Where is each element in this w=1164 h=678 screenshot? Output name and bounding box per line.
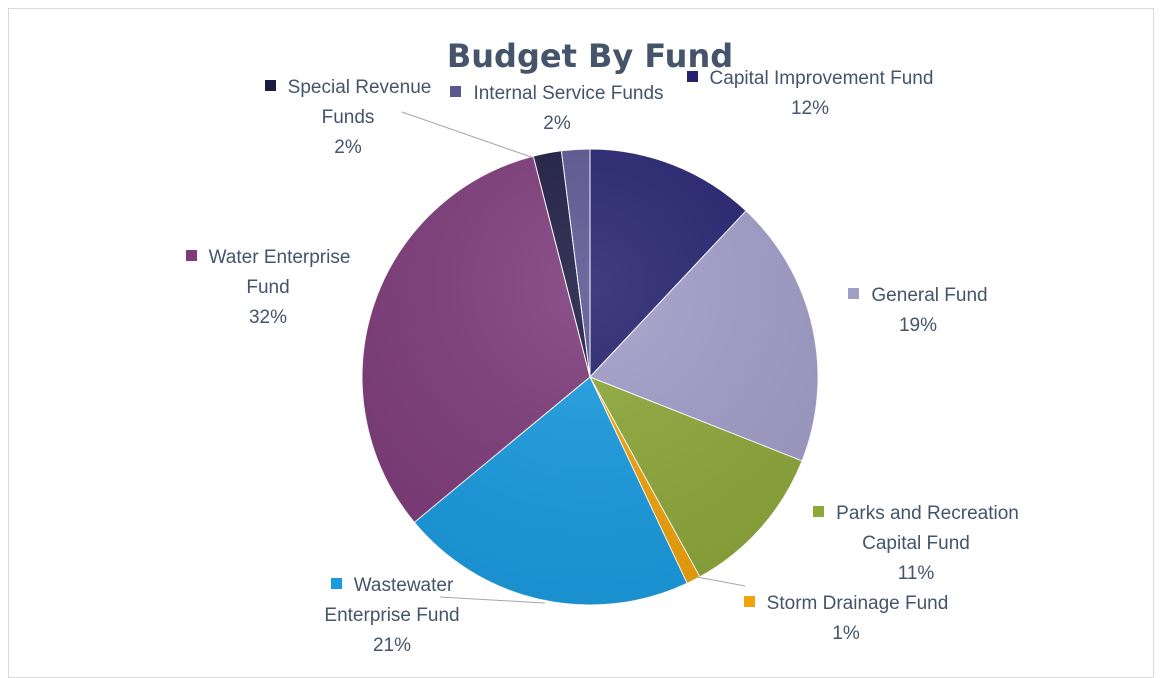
data-label: Parks and Recreation Capital Fund 11% xyxy=(786,499,1046,589)
value-label: 19% xyxy=(898,315,938,336)
legend-marker xyxy=(848,288,860,299)
data-label: General Fund 19% xyxy=(818,281,1018,341)
legend-marker xyxy=(185,250,197,261)
label-name: Storm Drainage Fund xyxy=(716,589,976,619)
value-label: 2% xyxy=(334,137,362,158)
value-label: 12% xyxy=(790,98,830,119)
legend-marker xyxy=(686,71,698,82)
label-name: Special Revenue Funds xyxy=(263,73,433,133)
data-label: Capital Improvement Fund 12% xyxy=(685,64,935,124)
value-label: 11% xyxy=(897,563,935,584)
category-label: General Fund xyxy=(871,285,988,306)
legend-marker xyxy=(450,86,462,97)
category-label: Capital Improvement Fund xyxy=(709,68,934,89)
value-label: 1% xyxy=(832,623,860,644)
data-label: Wastewater Enterprise Fund 21% xyxy=(297,571,487,661)
label-name: Water Enterprise Fund xyxy=(163,243,373,303)
data-label: Internal Service Funds 2% xyxy=(412,79,702,139)
label-name: Internal Service Funds xyxy=(412,79,702,109)
label-name: General Fund xyxy=(818,281,1018,311)
legend-marker xyxy=(330,578,342,589)
category-label: Storm Drainage Fund xyxy=(766,593,949,614)
pie xyxy=(361,148,819,606)
leader-line xyxy=(439,596,546,604)
category-label: Internal Service Funds xyxy=(473,83,664,104)
value-label: 21% xyxy=(372,635,412,656)
label-name: Parks and Recreation Capital Fund xyxy=(786,499,1046,559)
data-label: Water Enterprise Fund 32% xyxy=(163,243,373,333)
value-label: 32% xyxy=(248,307,288,328)
leader-line xyxy=(696,576,746,587)
category-label: Water Enterprise Fund xyxy=(208,247,351,298)
category-label: Parks and Recreation Capital Fund xyxy=(836,503,1019,554)
legend-marker xyxy=(813,506,825,517)
data-label: Special Revenue Funds 2% xyxy=(263,73,433,163)
value-label: 2% xyxy=(543,113,571,134)
category-label: Wastewater Enterprise Fund xyxy=(324,575,460,626)
category-label: Special Revenue Funds xyxy=(287,77,432,128)
legend-marker xyxy=(743,596,755,607)
data-label: Storm Drainage Fund 1% xyxy=(716,589,976,649)
legend-marker xyxy=(264,80,276,91)
chart-title: Budget By Fund xyxy=(447,37,733,75)
label-name: Wastewater Enterprise Fund xyxy=(297,571,487,631)
label-name: Capital Improvement Fund xyxy=(685,64,935,94)
leader-line xyxy=(401,111,535,159)
